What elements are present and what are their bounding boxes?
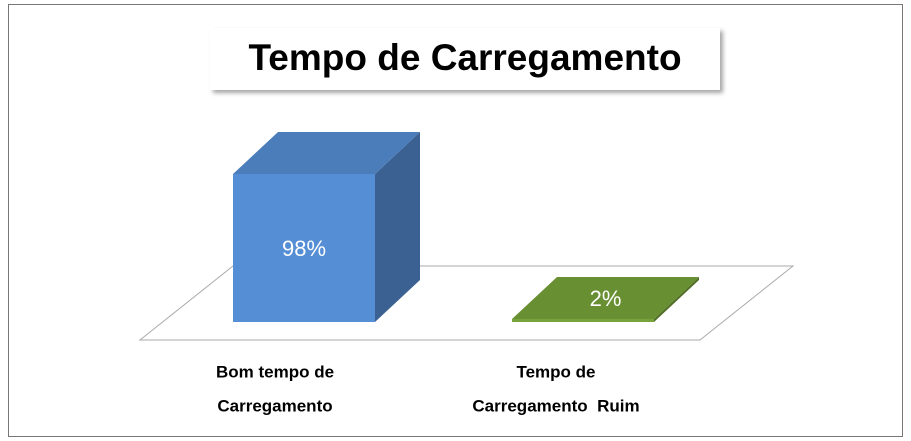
chart-title: Tempo de Carregamento [248,37,681,78]
value-label: 98% [282,236,326,261]
bar [512,318,654,322]
title-box [210,28,720,90]
bar-top [233,132,420,174]
bar-top [512,276,699,319]
x-tick-label: Carregamento Ruim [472,396,639,415]
bar [233,174,375,322]
bar-side [375,132,420,322]
x-tick-label: Tempo de [516,362,595,381]
value-label: 2% [590,286,622,311]
x-tick-label: Bom tempo de [216,362,334,381]
bar-side [654,276,699,322]
x-tick-label: Carregamento [217,396,332,415]
